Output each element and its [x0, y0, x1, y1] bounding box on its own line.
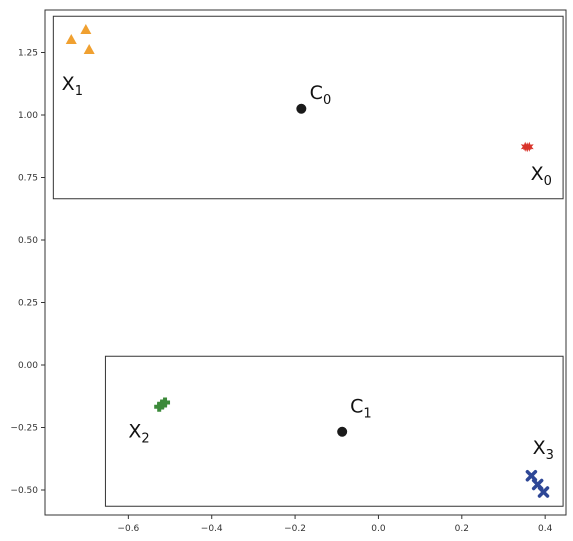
cluster-box-1 [104, 355, 564, 507]
data-point-circle [296, 103, 307, 114]
data-point-x [525, 470, 538, 482]
plot-area [44, 9, 567, 516]
y-tick-label: −0.50 [10, 486, 38, 496]
annotation-boxes [52, 15, 564, 507]
y-tick-label: 1.00 [18, 111, 38, 121]
x-tick-label: 0.0 [371, 524, 386, 534]
y-tick-label: −0.25 [10, 424, 38, 434]
data-point-x [537, 486, 550, 498]
y-tick-label: 0.50 [18, 236, 38, 246]
data-point-circle [337, 426, 348, 437]
x-axis-ticks: −0.6 −0.4 −0.2 0.0 0.2 0.4 [117, 515, 553, 534]
y-tick-label: 0.00 [18, 361, 38, 371]
data-points [65, 24, 550, 498]
cluster-box-0 [52, 15, 564, 200]
data-point-triangle [80, 24, 92, 34]
x-tick-label: 0.4 [538, 524, 553, 534]
y-tick-label: 0.25 [18, 299, 38, 309]
data-point-plus [160, 397, 171, 408]
data-point-triangle [83, 44, 95, 54]
data-point-star [522, 142, 532, 153]
y-tick-label: 1.25 [18, 49, 38, 59]
x-tick-label: 0.2 [455, 524, 469, 534]
y-axis-ticks: −0.50 −0.25 0.00 0.25 0.50 0.75 1.00 1.25 [10, 49, 45, 496]
y-tick-label: 0.75 [18, 174, 38, 184]
x-tick-label: −0.4 [201, 524, 223, 534]
x-tick-label: −0.2 [284, 524, 306, 534]
x-tick-label: −0.6 [117, 524, 139, 534]
data-point-triangle [65, 34, 77, 44]
data-point-plus [154, 401, 165, 412]
